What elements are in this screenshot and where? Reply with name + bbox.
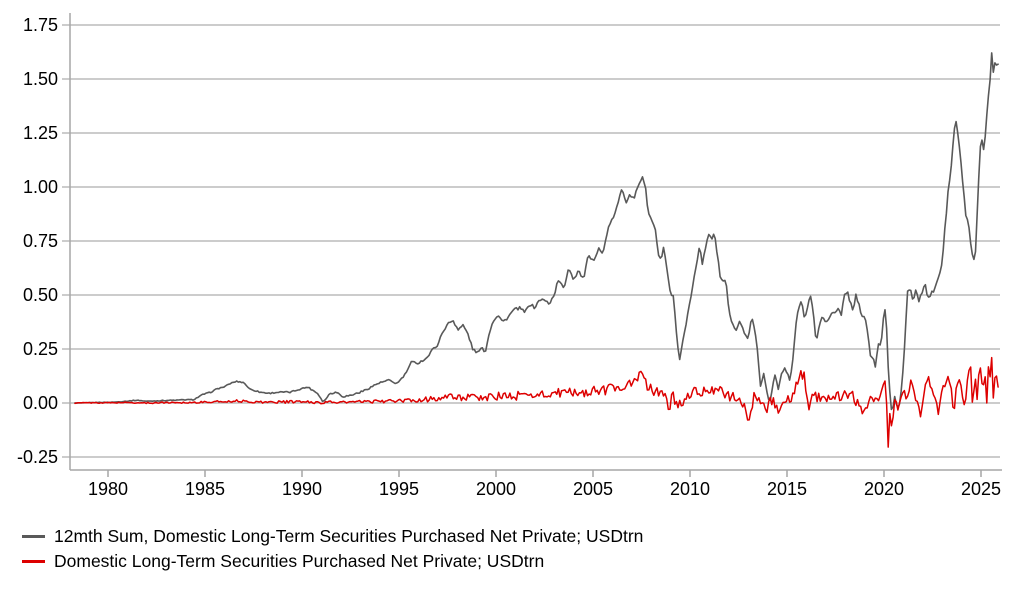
x-axis-tick-label: 2000 <box>476 479 516 499</box>
legend-item: 12mth Sum, Domestic Long-Term Securities… <box>22 524 643 549</box>
x-axis-tick-label: 2005 <box>573 479 613 499</box>
x-axis-tick-label: 1985 <box>185 479 225 499</box>
legend-item: Domestic Long-Term Securities Purchased … <box>22 549 643 574</box>
x-axis-tick-label: 2015 <box>767 479 807 499</box>
x-axis-tick-label: 2010 <box>670 479 710 499</box>
x-axis-tick-label: 1995 <box>379 479 419 499</box>
x-axis-tick-label: 1980 <box>88 479 128 499</box>
series-line-monthly <box>74 356 999 448</box>
series-line-12mth-sum <box>74 52 999 411</box>
plot-area: -0.25 0.00 0.25 0.50 0.75 1.00 1.25 1.50 1.75 198… <box>17 13 1002 499</box>
y-axis-tick-label: 1.25 <box>23 123 58 143</box>
x-axis-tick-label: 2020 <box>864 479 904 499</box>
y-axis-tick-label: -0.25 <box>17 447 58 467</box>
y-axis-tick-label: 1.00 <box>23 177 58 197</box>
legend-line-sample-monthly <box>22 560 45 563</box>
x-axis-tick-label: 2025 <box>961 479 1001 499</box>
legend-label-12mth-sum: 12mth Sum, Domestic Long-Term Securities… <box>54 526 644 546</box>
legend-label-monthly: Domestic Long-Term Securities Purchased … <box>54 551 545 571</box>
x-axis-tick-label: 1990 <box>282 479 322 499</box>
y-axis-tick-label: 0.25 <box>23 339 58 359</box>
legend: 12mth Sum, Domestic Long-Term Securities… <box>22 524 643 574</box>
y-axis-tick-label: 0.75 <box>23 231 58 251</box>
legend-line-sample-12mth-sum <box>22 535 45 538</box>
y-axis-tick-label: 1.50 <box>23 69 58 89</box>
y-axis-tick-label: 1.75 <box>23 15 58 35</box>
y-axis-tick-label: 0.50 <box>23 285 58 305</box>
y-axis-tick-label: 0.00 <box>23 393 58 413</box>
